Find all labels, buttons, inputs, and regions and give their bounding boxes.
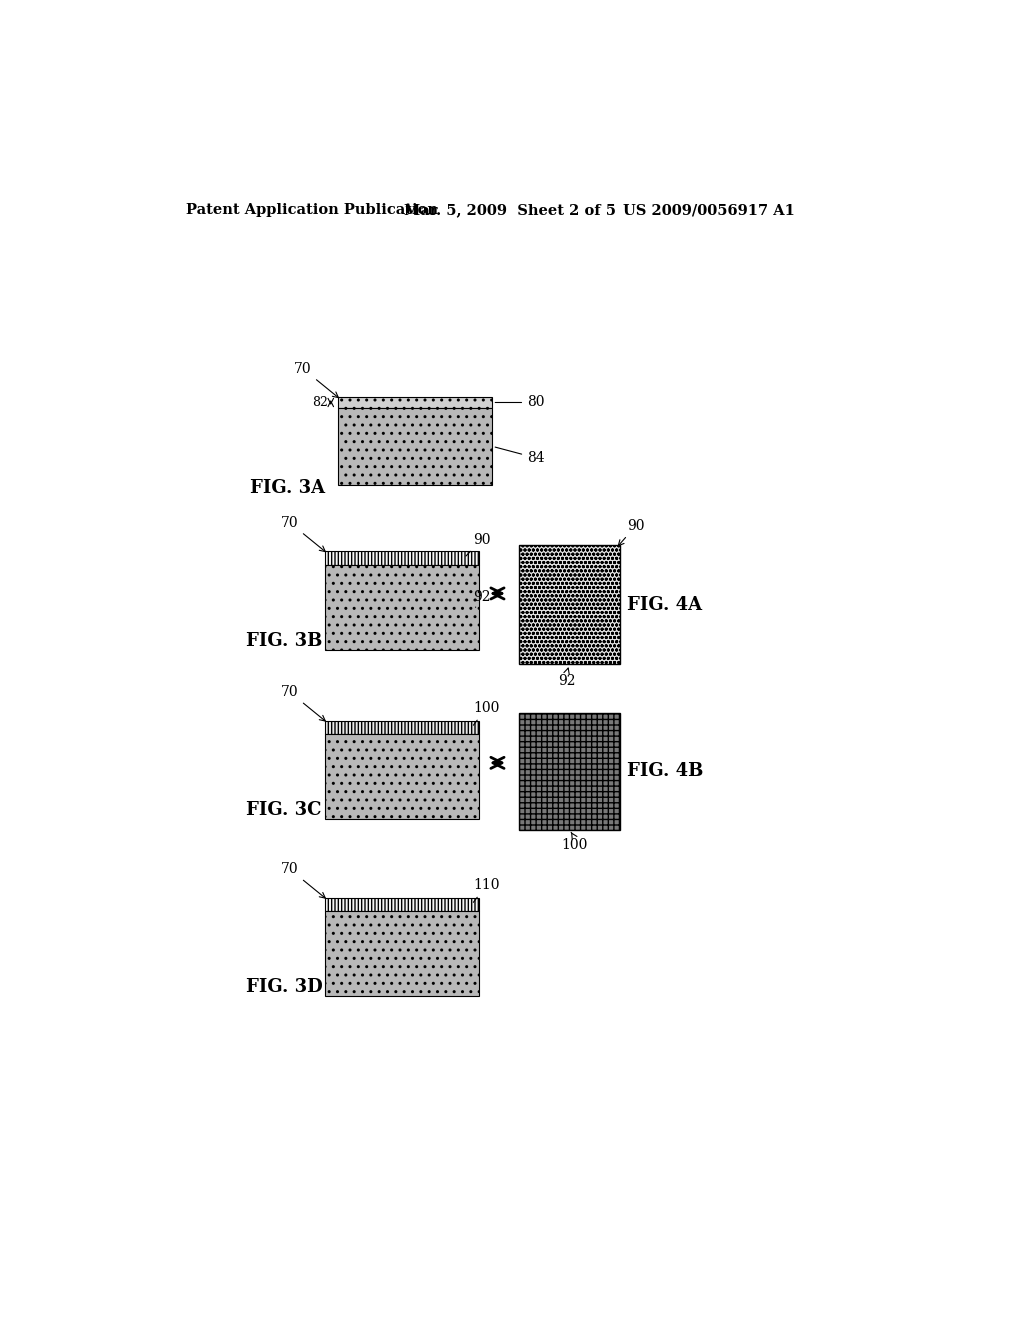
- Text: Mar. 5, 2009  Sheet 2 of 5: Mar. 5, 2009 Sheet 2 of 5: [403, 203, 615, 216]
- Text: FIG. 4A: FIG. 4A: [628, 597, 702, 614]
- Text: 92: 92: [473, 590, 490, 607]
- Text: 92: 92: [558, 668, 575, 688]
- Bar: [339, 397, 493, 408]
- Bar: [519, 545, 620, 664]
- Bar: [326, 911, 479, 997]
- Bar: [519, 713, 620, 830]
- Text: FIG. 3A: FIG. 3A: [250, 479, 325, 498]
- Text: FIG. 4B: FIG. 4B: [628, 763, 703, 780]
- Text: 110: 110: [473, 878, 500, 903]
- Bar: [339, 408, 493, 484]
- Text: FIG. 3D: FIG. 3D: [246, 978, 323, 997]
- Text: FIG. 3B: FIG. 3B: [246, 632, 323, 649]
- Text: 70: 70: [294, 362, 338, 397]
- Bar: [326, 552, 479, 565]
- Text: US 2009/0056917 A1: US 2009/0056917 A1: [624, 203, 796, 216]
- Text: 100: 100: [473, 701, 500, 725]
- Bar: [326, 565, 479, 649]
- Bar: [326, 898, 479, 911]
- Text: 90: 90: [466, 532, 490, 556]
- Text: FIG. 3C: FIG. 3C: [246, 801, 322, 818]
- Text: 70: 70: [281, 862, 326, 898]
- Text: 84: 84: [496, 447, 545, 465]
- Bar: [326, 721, 479, 734]
- Text: 100: 100: [562, 833, 588, 851]
- Text: 90: 90: [618, 519, 645, 545]
- Text: 82: 82: [311, 396, 328, 409]
- Text: Patent Application Publication: Patent Application Publication: [186, 203, 438, 216]
- Text: 70: 70: [281, 516, 326, 552]
- Bar: [326, 734, 479, 818]
- Text: 80: 80: [496, 396, 545, 409]
- Text: 70: 70: [281, 685, 326, 721]
